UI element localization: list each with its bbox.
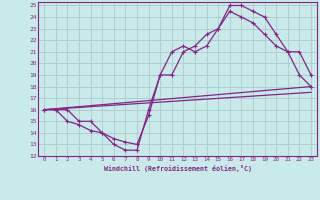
X-axis label: Windchill (Refroidissement éolien,°C): Windchill (Refroidissement éolien,°C) xyxy=(104,165,252,172)
